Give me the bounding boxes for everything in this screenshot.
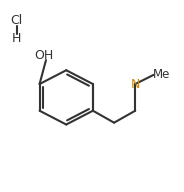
Text: Cl: Cl <box>10 14 23 27</box>
Text: N: N <box>131 78 140 91</box>
Text: Me: Me <box>153 68 171 81</box>
Text: H: H <box>12 32 21 46</box>
Text: OH: OH <box>35 49 54 62</box>
